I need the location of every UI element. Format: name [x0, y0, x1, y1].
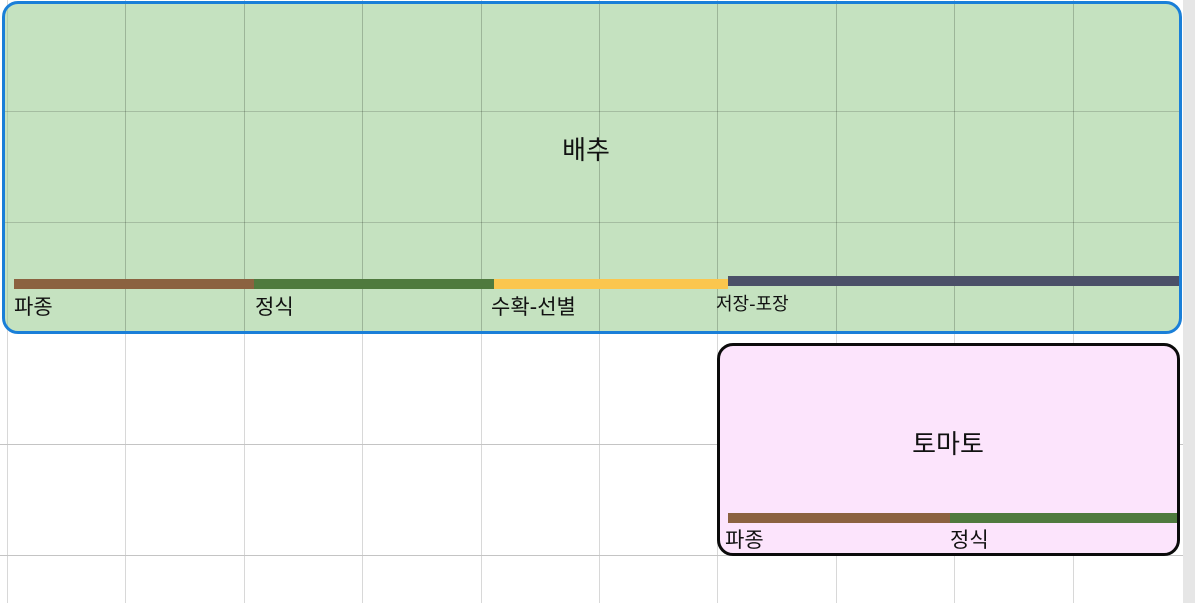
- block-grid-line: [599, 4, 600, 331]
- vertical-scrollbar[interactable]: [1183, 0, 1195, 603]
- phase-label-sowing: 파종: [725, 528, 764, 552]
- block-grid-line: [717, 4, 718, 331]
- crop-block-cabbage[interactable]: 배추 파종 정식 수확-선별 저장-포장: [2, 1, 1182, 334]
- phase-label-transplanting: 정식: [950, 528, 989, 552]
- block-grid-line: [244, 4, 245, 331]
- phase-label-storage-packing: 저장-포장: [716, 294, 789, 315]
- phase-bar-transplanting[interactable]: [950, 513, 1177, 523]
- grid-row-line: [0, 555, 1195, 556]
- block-grid-line: [5, 222, 1179, 223]
- grid-row-line: [0, 444, 1195, 445]
- phase-bar-sowing[interactable]: [728, 513, 950, 523]
- phase-bar-storage-packing[interactable]: [728, 276, 1179, 286]
- crop-title-cabbage: 배추: [562, 136, 610, 166]
- block-grid-line: [954, 4, 955, 331]
- block-grid-line: [481, 4, 482, 331]
- phase-label-sowing: 파종: [14, 295, 53, 319]
- block-grid-line: [5, 111, 1179, 112]
- phase-bar-transplanting[interactable]: [254, 279, 494, 289]
- block-grid-line: [362, 4, 363, 331]
- crop-block-tomato[interactable]: 토마토 파종 정식: [717, 343, 1180, 556]
- phase-label-harvest-sorting: 수확-선별: [491, 295, 576, 319]
- block-grid-line: [1073, 4, 1074, 331]
- block-grid-line: [836, 4, 837, 331]
- crop-title-tomato: 토마토: [912, 430, 984, 460]
- phase-bar-sowing[interactable]: [14, 279, 254, 289]
- block-grid-line: [125, 4, 126, 331]
- phase-label-transplanting: 정식: [255, 295, 294, 319]
- phase-bar-harvest-sorting[interactable]: [494, 279, 728, 289]
